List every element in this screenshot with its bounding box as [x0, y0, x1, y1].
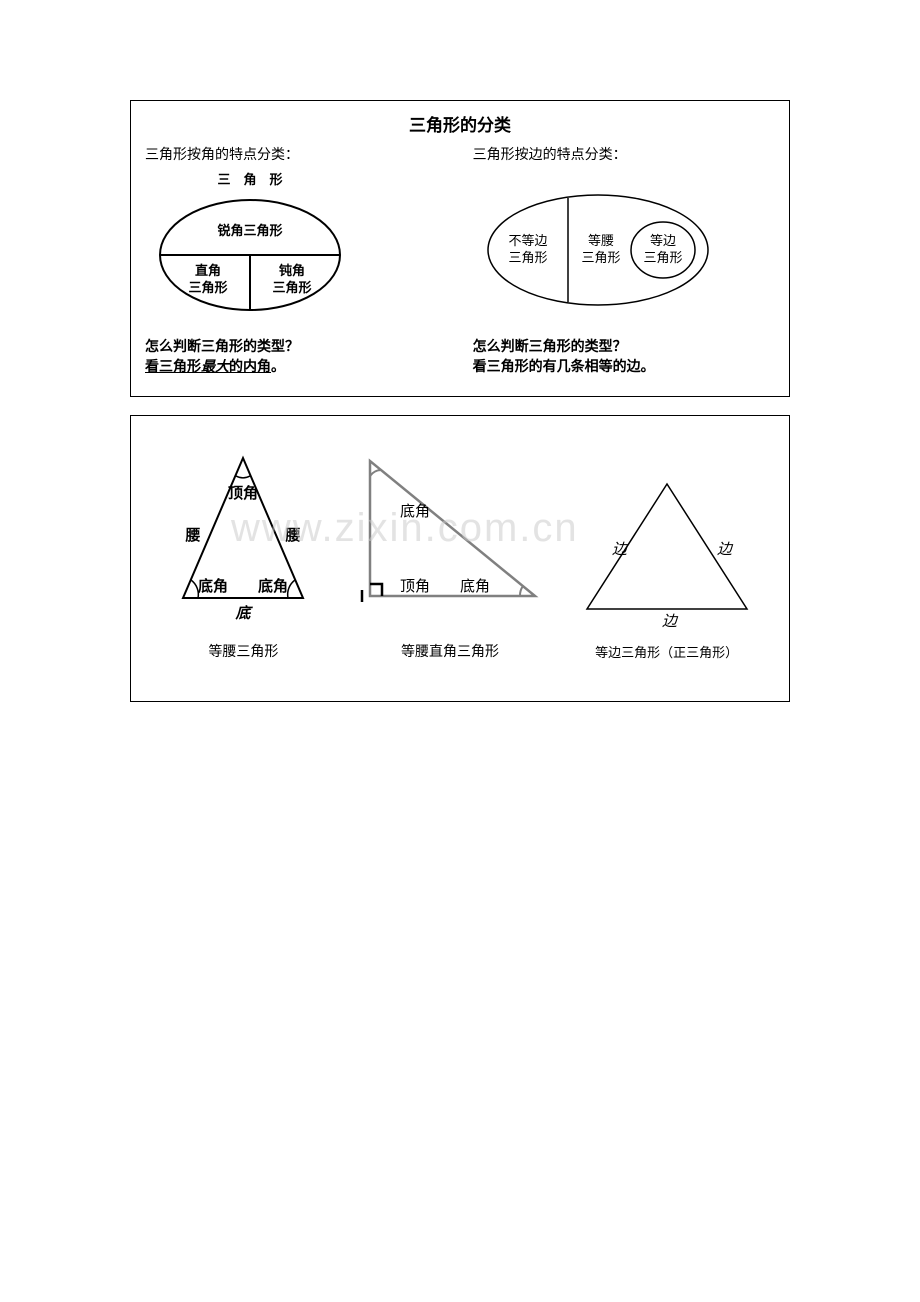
label-left-side-e: 边 [612, 541, 629, 558]
answer-prefix: 看三角形 [145, 360, 201, 375]
equilateral-caption: 等边三角形（正三角形） [572, 642, 762, 661]
segment-top: 锐角三角形 [217, 223, 282, 238]
panel-classification: 三角形的分类 三角形按角的特点分类： 三 角 形 锐角三角形 直角 三角形 钝角… [130, 100, 790, 397]
answer-by-side: 看三角形的有几条相等的边。 [473, 356, 775, 376]
diagram-by-side: 不等边 三角形 等腰 三角形 等边 三角形 [473, 170, 723, 320]
answer-by-angle: 看三角形最大的内角。 [145, 356, 447, 376]
answer-period-2: 。 [641, 360, 655, 375]
segment-br-2: 三角形 [272, 280, 311, 295]
label-right-side: 腰 [285, 527, 301, 544]
question-by-angle: 怎么判断三角形的类型？ [145, 336, 447, 356]
arc-top-r [370, 470, 381, 476]
segment-bl-2: 三角形 [188, 280, 227, 295]
heading-by-side: 三角形按边的特点分类： [473, 144, 775, 164]
diagram-by-angle: 三 角 形 锐角三角形 直角 三角形 钝角 三角形 [145, 170, 355, 320]
right-isosceles-svg: 底角 顶角 底角 [355, 446, 545, 616]
label-left-base-angle: 底角 [198, 577, 228, 595]
segment-br-1: 钝角 [279, 263, 305, 278]
right-isosceles-caption: 等腰直角三角形 [355, 641, 545, 661]
label-top-angle: 顶角 [228, 484, 258, 502]
arc-br [288, 580, 295, 598]
isosceles-caption: 等腰三角形 [158, 641, 328, 661]
answer-emph: 最大 [201, 360, 229, 375]
label-bottom-side-e: 边 [662, 613, 679, 629]
label-base: 底 [235, 605, 254, 622]
segment-bl-1: 直角 [195, 263, 221, 278]
isosceles-svg: 顶角 腰 腰 底角 底角 底 [158, 448, 328, 628]
seg-mid-1: 等腰 [588, 233, 614, 248]
ellipse-top-label: 三 角 形 [217, 172, 282, 187]
arc-br-r [520, 586, 523, 596]
seg-left-2: 三角形 [508, 250, 547, 265]
label-left-side: 腰 [185, 527, 201, 544]
arc-top [236, 476, 250, 478]
classification-row: 三角形按角的特点分类： 三 角 形 锐角三角形 直角 三角形 钝角 三角形 怎么… [145, 144, 775, 376]
answer-period-1: 。 [271, 360, 285, 375]
col-by-angle: 三角形按角的特点分类： 三 角 形 锐角三角形 直角 三角形 钝角 三角形 怎么… [145, 144, 447, 376]
seg-inner-1: 等边 [650, 233, 676, 248]
right-isosceles-shape [370, 461, 535, 596]
label-base-angle-r: 底角 [460, 578, 490, 595]
question-by-side: 怎么判断三角形的类型？ [473, 336, 775, 356]
label-right-base-angle: 底角 [258, 577, 288, 595]
panel-triangle-types: www.zixin.com.cn 顶角 腰 腰 底角 底角 底 等腰三角形 [130, 415, 790, 702]
answer-side-text: 看三角形的有几条相等的边 [473, 360, 641, 375]
triangle-equilateral: 边 边 边 等边三角形（正三角形） [572, 469, 762, 661]
right-angle-marker [370, 584, 382, 596]
label-vertex-angle-r: 顶角 [400, 578, 430, 595]
triangle-right-isosceles: 底角 顶角 底角 等腰直角三角形 [355, 446, 545, 661]
label-top-angle-r: 底角 [400, 503, 430, 520]
heading-by-angle: 三角形按角的特点分类： [145, 144, 447, 164]
seg-left-1: 不等边 [508, 233, 547, 248]
col-by-side: 三角形按边的特点分类： 不等边 三角形 等腰 三角形 等边 三角形 怎么判断三角… [473, 144, 775, 376]
panel-title: 三角形的分类 [145, 111, 775, 136]
seg-inner-2: 三角形 [643, 250, 682, 265]
equilateral-svg: 边 边 边 [572, 469, 762, 629]
triangle-isosceles: 顶角 腰 腰 底角 底角 底 等腰三角形 [158, 448, 328, 661]
seg-mid-2: 三角形 [581, 250, 620, 265]
label-right-side-e: 边 [717, 541, 734, 558]
answer-suffix: 的内角 [229, 360, 271, 375]
triangle-row: 顶角 腰 腰 底角 底角 底 等腰三角形 底角 顶角 [145, 446, 775, 661]
